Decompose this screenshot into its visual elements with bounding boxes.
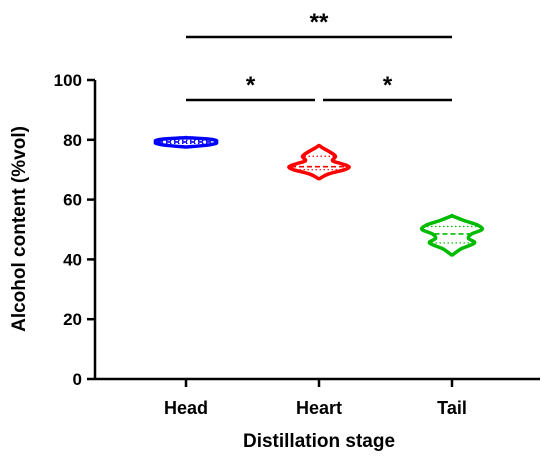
y-tick-label: 0 (73, 370, 82, 389)
significance-label: * (246, 72, 256, 99)
y-tick-label: 20 (63, 310, 82, 329)
x-axis-title: Distillation stage (243, 431, 395, 452)
violin-outline (153, 135, 219, 149)
y-tick-label: 100 (54, 71, 82, 90)
x-tick-label: Head (164, 398, 208, 418)
violin-outline (420, 213, 484, 257)
y-axis-title: Alcohol content (%vol) (9, 126, 30, 332)
axes: 0 20 40 60 80 100 Head Heart Tail (54, 71, 540, 418)
violin-tail (420, 213, 484, 257)
violin-outline (287, 143, 351, 181)
violin-head (153, 135, 219, 149)
significance-brackets: *** * (186, 9, 452, 102)
violins (153, 135, 484, 257)
significance-label: ** (310, 9, 329, 36)
y-tick-label: 80 (63, 131, 82, 150)
y-tick-label: 40 (63, 250, 82, 269)
violin-heart (287, 143, 351, 181)
significance-label: * (383, 72, 393, 99)
x-tick-label: Heart (296, 398, 342, 418)
y-tick-label: 60 (63, 191, 82, 210)
x-tick-label: Tail (437, 398, 467, 418)
